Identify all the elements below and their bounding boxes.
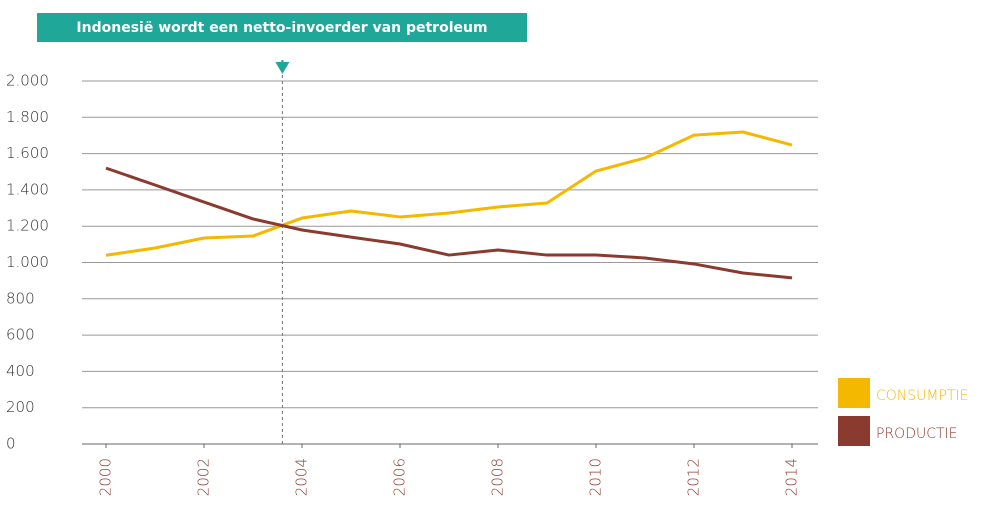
line: [105, 166, 793, 280]
y-tick-label: 400: [6, 362, 35, 380]
y-tick-label: 600: [6, 326, 35, 344]
x-tick-label: 2010: [587, 458, 605, 496]
annotation-arrowhead: [275, 62, 290, 74]
legend-label: PRODUCTIE: [876, 426, 958, 442]
annotation-box: [37, 13, 527, 42]
y-tick-label: 200: [6, 398, 35, 416]
x-tick-label: 2008: [489, 458, 507, 496]
y-tick-label: 1.000: [6, 253, 49, 271]
legend-swatch: [838, 416, 870, 446]
x-tick-label: 2014: [783, 458, 801, 496]
y-tick-label: 1.600: [6, 144, 49, 162]
line: [105, 130, 793, 257]
legend-label: CONSUMPTIE: [876, 388, 968, 404]
y-tick-label: 1.400: [6, 180, 49, 198]
x-tick-label: 2012: [685, 458, 703, 496]
x-tick-label: 2002: [195, 458, 213, 496]
y-tick-label: 0: [6, 435, 16, 453]
y-tick-label: 800: [6, 289, 35, 307]
legend-swatch: [838, 378, 870, 408]
x-tick-label: 2000: [97, 458, 115, 496]
annotation-text: Indonesië wordt een netto-invoerder van …: [76, 20, 487, 36]
y-tick-label: 2.000: [6, 72, 49, 90]
x-tick-label: 2004: [293, 458, 311, 496]
y-tick-label: 1.200: [6, 217, 49, 235]
x-tick-label: 2006: [391, 458, 409, 496]
y-tick-label: 1.800: [6, 108, 49, 126]
